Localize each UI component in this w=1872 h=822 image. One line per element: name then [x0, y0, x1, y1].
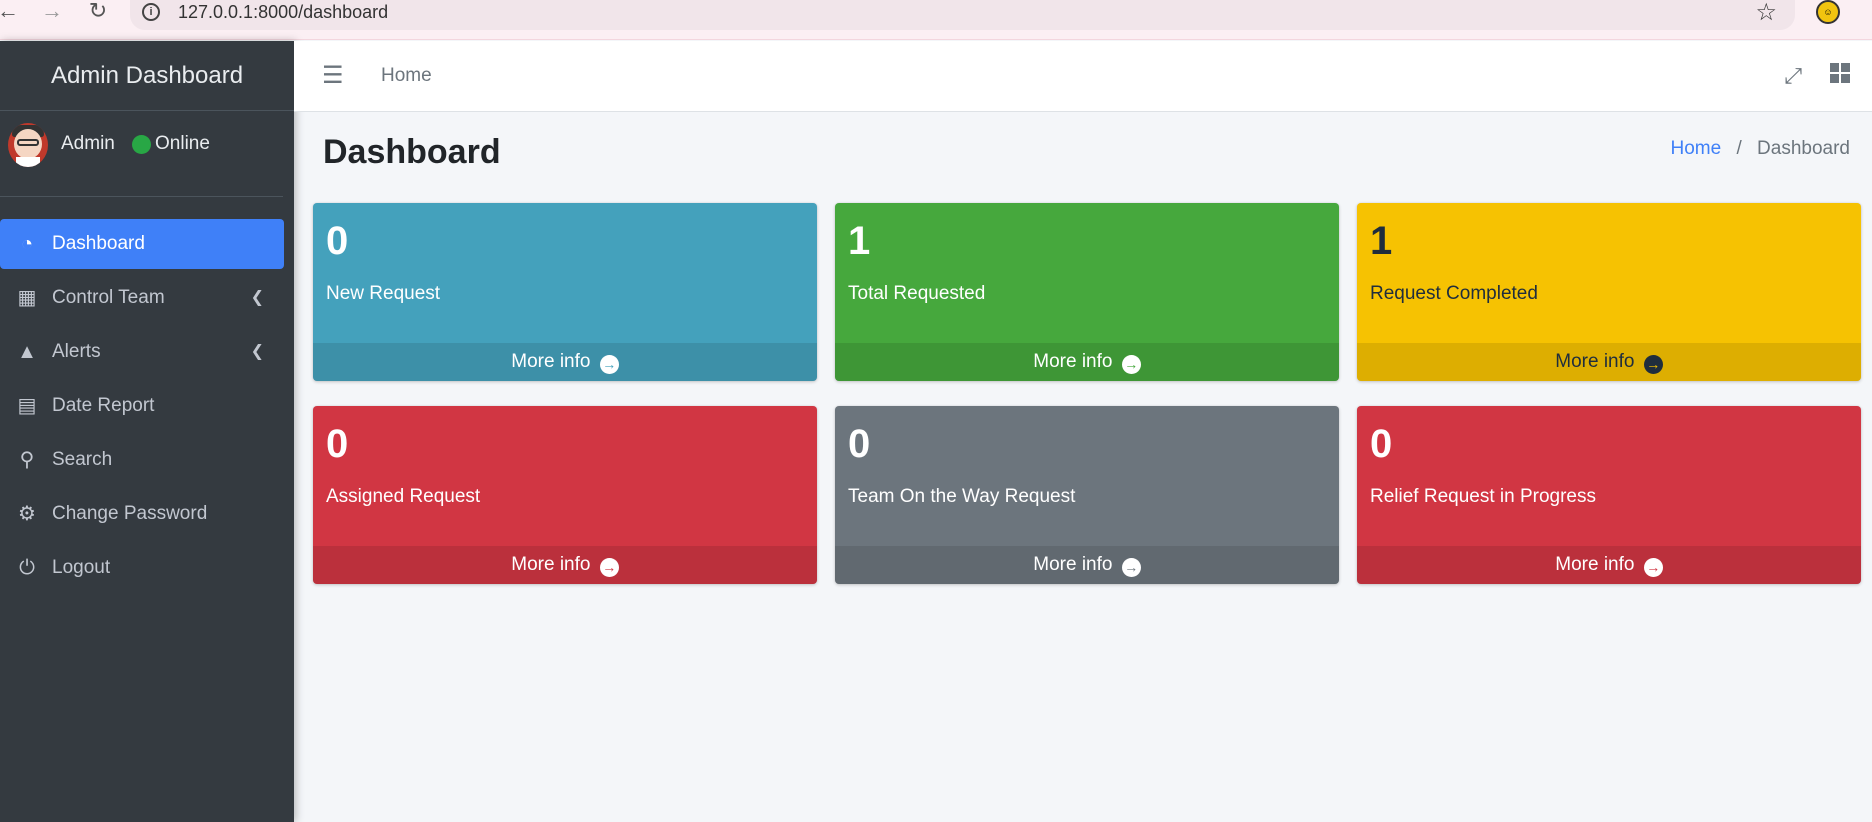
- more-info-link[interactable]: More info →: [1357, 546, 1861, 584]
- browser-toolbar: ← → ↻ i 127.0.0.1:8000/dashboard ☆ ☺: [0, 0, 1872, 40]
- power-icon: ⏻: [19, 557, 35, 579]
- stat-count: 0: [326, 219, 349, 263]
- stat-box-new-request: 0 New Request More info →: [313, 203, 817, 381]
- sidebar-item-search[interactable]: ⚲ Search: [0, 435, 284, 485]
- stat-count: 1: [848, 219, 871, 263]
- extension-icon[interactable]: ☺: [1816, 0, 1840, 24]
- sidebar-item-label: Alerts: [52, 341, 101, 362]
- more-info-link[interactable]: More info →: [835, 343, 1339, 381]
- stat-label: Team On the Way Request: [848, 486, 1076, 507]
- reload-icon[interactable]: ↻: [88, 0, 108, 23]
- sidebar-item-label: Control Team: [52, 287, 165, 308]
- stat-count: 0: [848, 422, 871, 466]
- breadcrumb: Home / Dashboard: [1671, 138, 1850, 160]
- more-info-link[interactable]: More info →: [835, 546, 1339, 584]
- user-panel: Admin Online: [0, 123, 283, 197]
- fullscreen-icon[interactable]: ⤢: [1784, 63, 1802, 88]
- online-status-text: Online: [155, 133, 210, 154]
- avatar[interactable]: [8, 123, 48, 167]
- stat-label: Request Completed: [1370, 283, 1538, 304]
- page-title: Dashboard: [323, 133, 501, 171]
- arrow-circle-right-icon: →: [1643, 355, 1663, 374]
- sidebar-item-label: Logout: [52, 557, 111, 578]
- online-status-icon: [132, 135, 151, 154]
- stat-box-relief-in-progress: 0 Relief Request in Progress More info →: [1357, 406, 1861, 584]
- stat-label: Total Requested: [848, 283, 986, 304]
- sidebar-item-label: Dashboard: [52, 233, 145, 254]
- url-text[interactable]: 127.0.0.1:8000/dashboard: [178, 2, 389, 22]
- arrow-circle-right-icon: →: [1121, 355, 1141, 374]
- sidebar-menu: ◔ Dashboard ▦ Control Team ❮ ▲ Alerts ❮ …: [0, 219, 294, 597]
- gears-icon: ⚙: [18, 503, 36, 525]
- nav-home-link[interactable]: Home: [381, 65, 432, 86]
- sidebar-item-logout[interactable]: ⏻ Logout: [0, 543, 284, 593]
- sidebar-item-label: Date Report: [52, 395, 155, 416]
- back-icon[interactable]: ←: [0, 0, 19, 23]
- stat-count: 1: [1370, 219, 1393, 263]
- chevron-left-icon: ❮: [250, 289, 264, 306]
- stat-box-request-completed: 1 Request Completed More info →: [1357, 203, 1861, 381]
- tree-icon: ▲: [17, 341, 37, 363]
- sidebar-item-change-password[interactable]: ⚙ Change Password: [0, 489, 284, 539]
- stat-count: 0: [326, 422, 349, 466]
- arrow-circle-right-icon: →: [599, 355, 619, 374]
- brand-title[interactable]: Admin Dashboard: [0, 41, 294, 111]
- bookmark-star-icon[interactable]: ☆: [1755, 0, 1777, 26]
- more-info-link[interactable]: More info →: [1357, 343, 1861, 381]
- search-icon: ⚲: [19, 449, 35, 471]
- sidebar-item-dashboard[interactable]: ◔ Dashboard: [0, 219, 284, 269]
- stat-box-total-requested: 1 Total Requested More info →: [835, 203, 1339, 381]
- stat-label: Assigned Request: [326, 486, 481, 507]
- more-info-link[interactable]: More info →: [313, 343, 817, 381]
- stat-label: New Request: [326, 283, 441, 304]
- control-sidebar-icon[interactable]: [1830, 63, 1850, 83]
- arrow-circle-right-icon: →: [599, 558, 619, 577]
- chevron-left-icon: ❮: [250, 343, 264, 360]
- breadcrumb-current: Dashboard: [1757, 138, 1850, 159]
- user-name[interactable]: Admin: [61, 133, 115, 154]
- sidebar-item-alerts[interactable]: ▲ Alerts ❮: [0, 327, 284, 377]
- calendar-icon: ▤: [17, 395, 37, 417]
- stat-label: Relief Request in Progress: [1370, 486, 1596, 507]
- breadcrumb-separator: /: [1736, 138, 1742, 159]
- sidebar: Admin Dashboard Admin Online ◔ Dashboard…: [0, 41, 294, 822]
- grid-icon: ▦: [17, 287, 37, 309]
- top-navbar: ☰ Home ⤢: [294, 41, 1872, 112]
- breadcrumb-home-link[interactable]: Home: [1670, 138, 1722, 159]
- sidebar-item-date-report[interactable]: ▤ Date Report: [0, 381, 284, 431]
- stat-box-assigned-request: 0 Assigned Request More info →: [313, 406, 817, 584]
- forward-icon[interactable]: →: [41, 0, 63, 23]
- arrow-circle-right-icon: →: [1643, 558, 1663, 577]
- tachometer-icon: ◔: [20, 233, 34, 255]
- stat-count: 0: [1370, 422, 1393, 466]
- sidebar-item-label: Change Password: [52, 503, 208, 524]
- stat-box-team-on-the-way: 0 Team On the Way Request More info →: [835, 406, 1339, 584]
- site-info-icon[interactable]: i: [142, 3, 160, 21]
- sidebar-item-control-team[interactable]: ▦ Control Team ❮: [0, 273, 284, 323]
- address-bar[interactable]: i 127.0.0.1:8000/dashboard ☆: [130, 0, 1795, 30]
- menu-toggle-icon[interactable]: ☰: [322, 62, 344, 89]
- arrow-circle-right-icon: →: [1121, 558, 1141, 577]
- sidebar-item-label: Search: [52, 449, 113, 470]
- more-info-link[interactable]: More info →: [313, 546, 817, 584]
